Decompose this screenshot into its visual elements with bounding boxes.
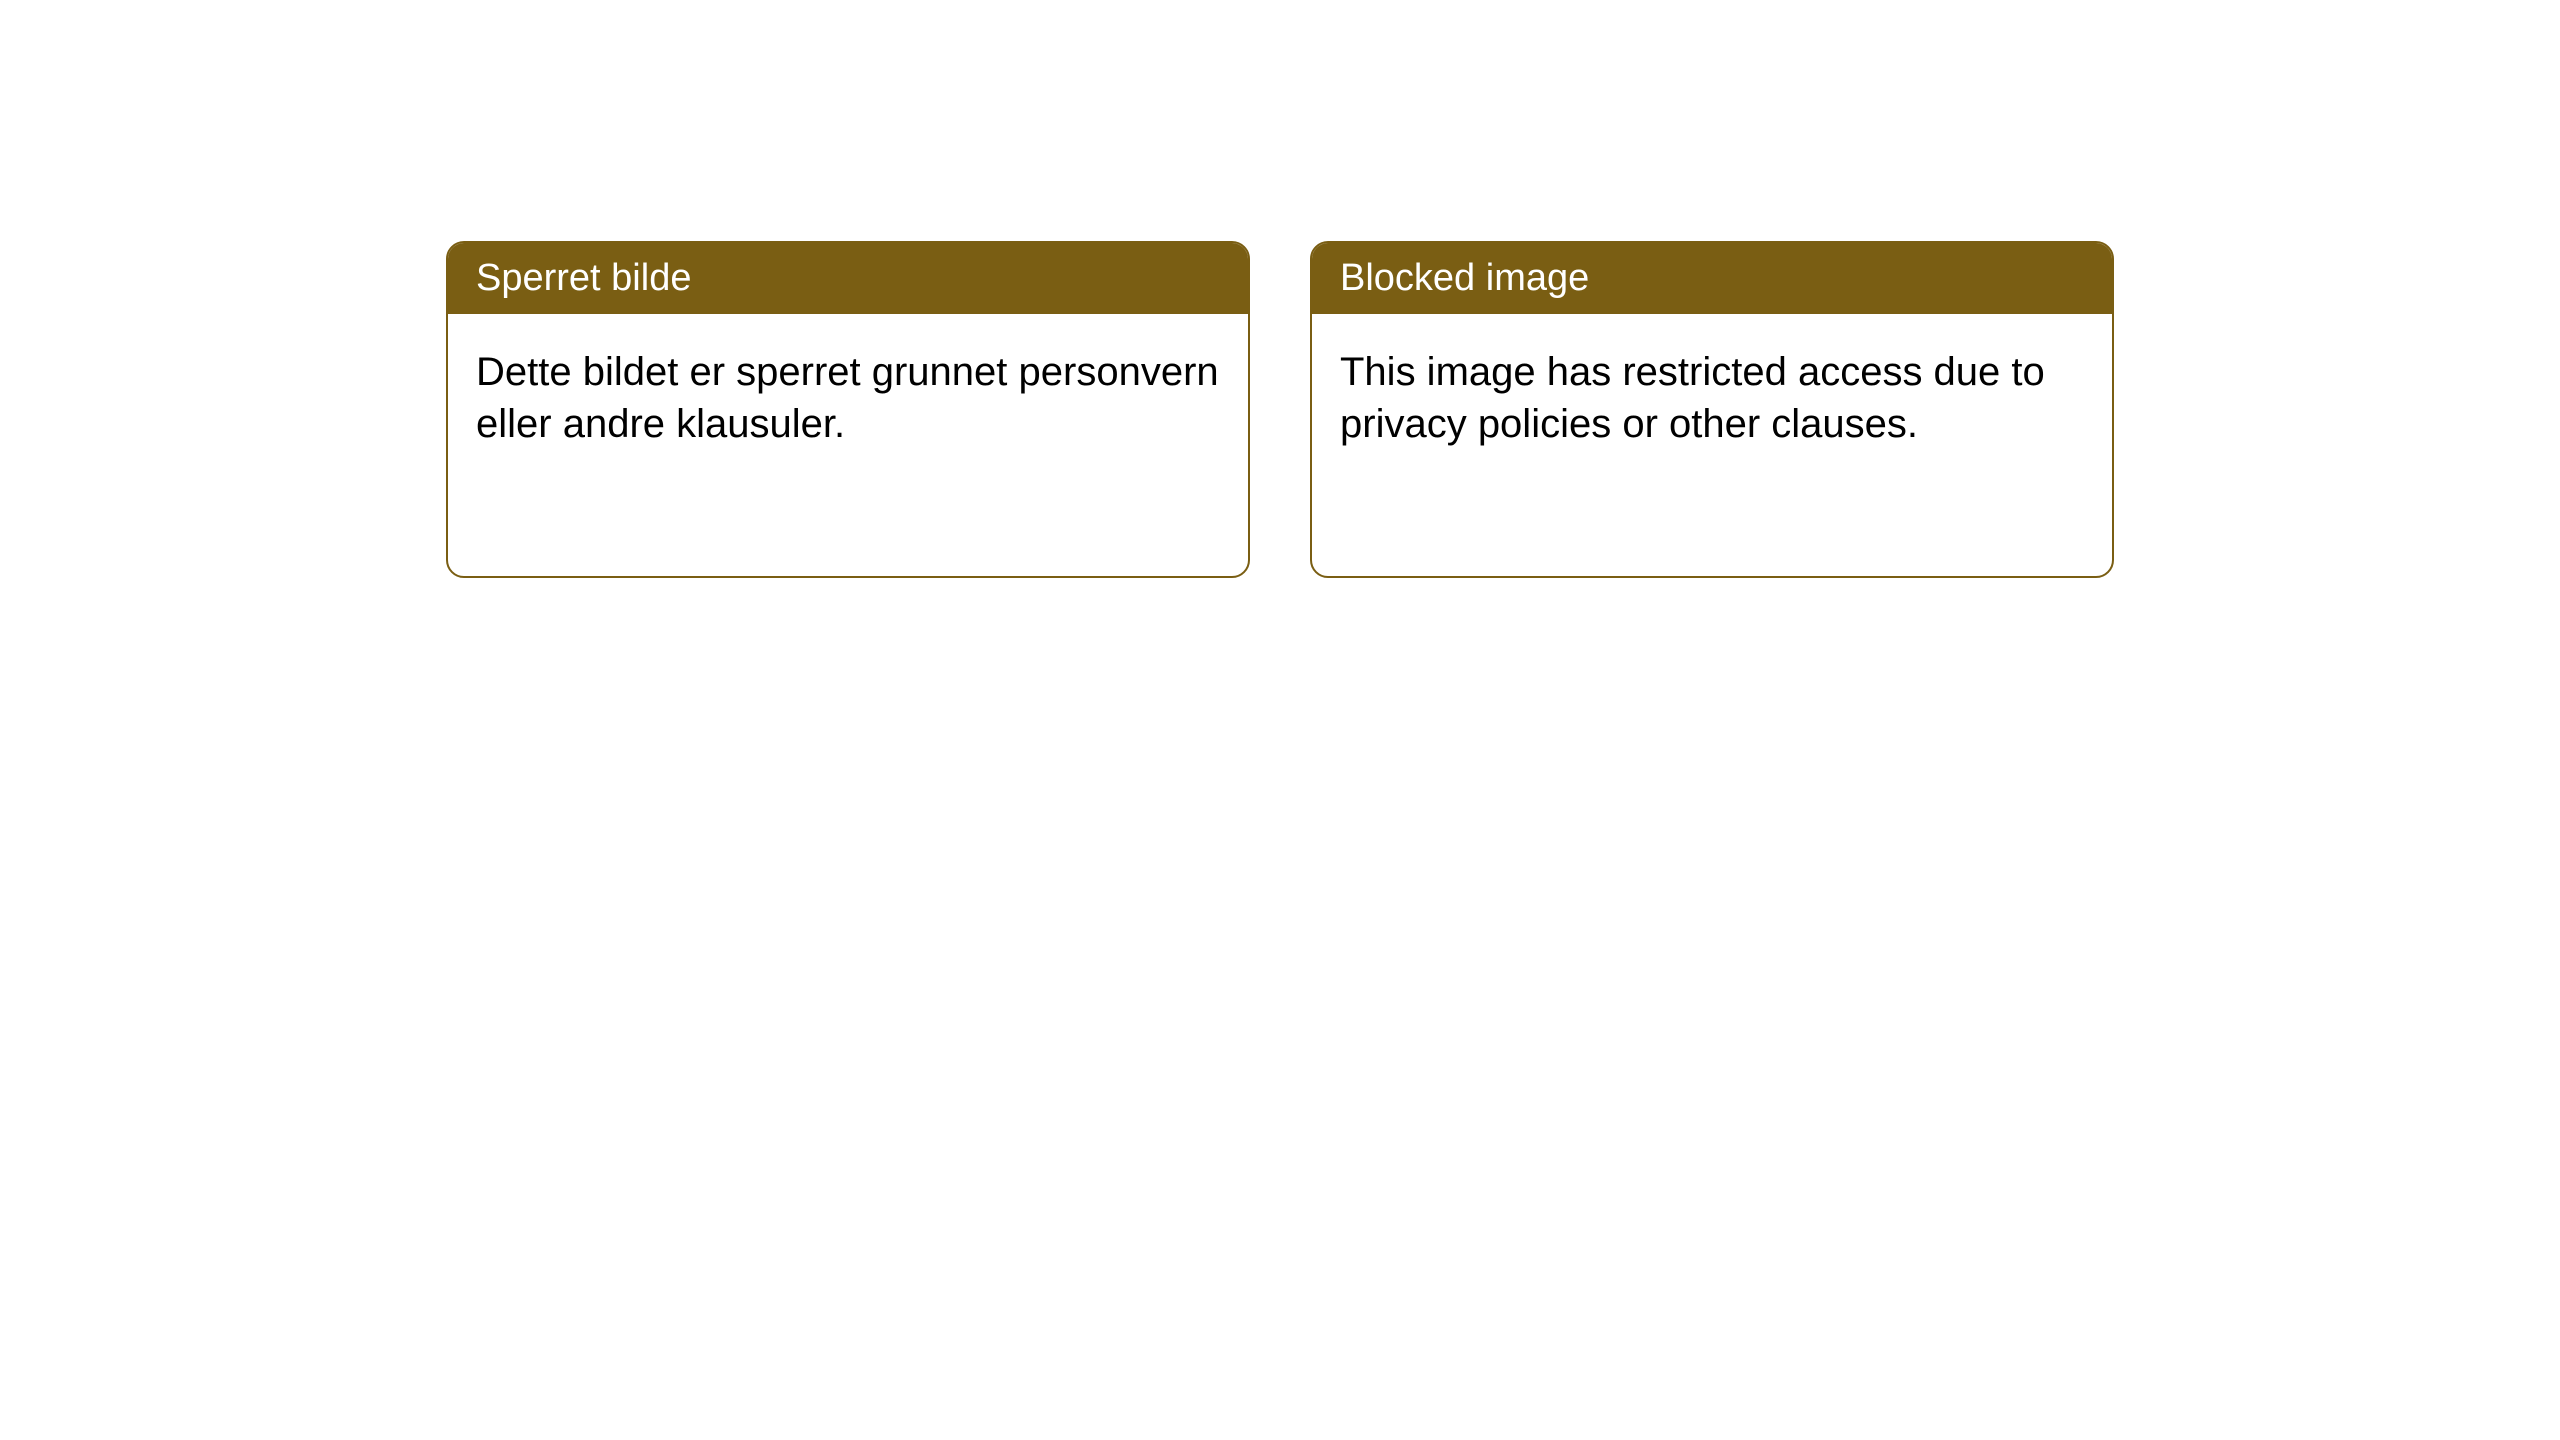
- blocked-image-card-en: Blocked image This image has restricted …: [1310, 241, 2114, 578]
- card-body-no: Dette bildet er sperret grunnet personve…: [448, 314, 1248, 482]
- blocked-image-card-no: Sperret bilde Dette bildet er sperret gr…: [446, 241, 1250, 578]
- card-title-en: Blocked image: [1312, 243, 2112, 314]
- card-body-en: This image has restricted access due to …: [1312, 314, 2112, 482]
- card-title-no: Sperret bilde: [448, 243, 1248, 314]
- notice-container: Sperret bilde Dette bildet er sperret gr…: [0, 0, 2560, 578]
